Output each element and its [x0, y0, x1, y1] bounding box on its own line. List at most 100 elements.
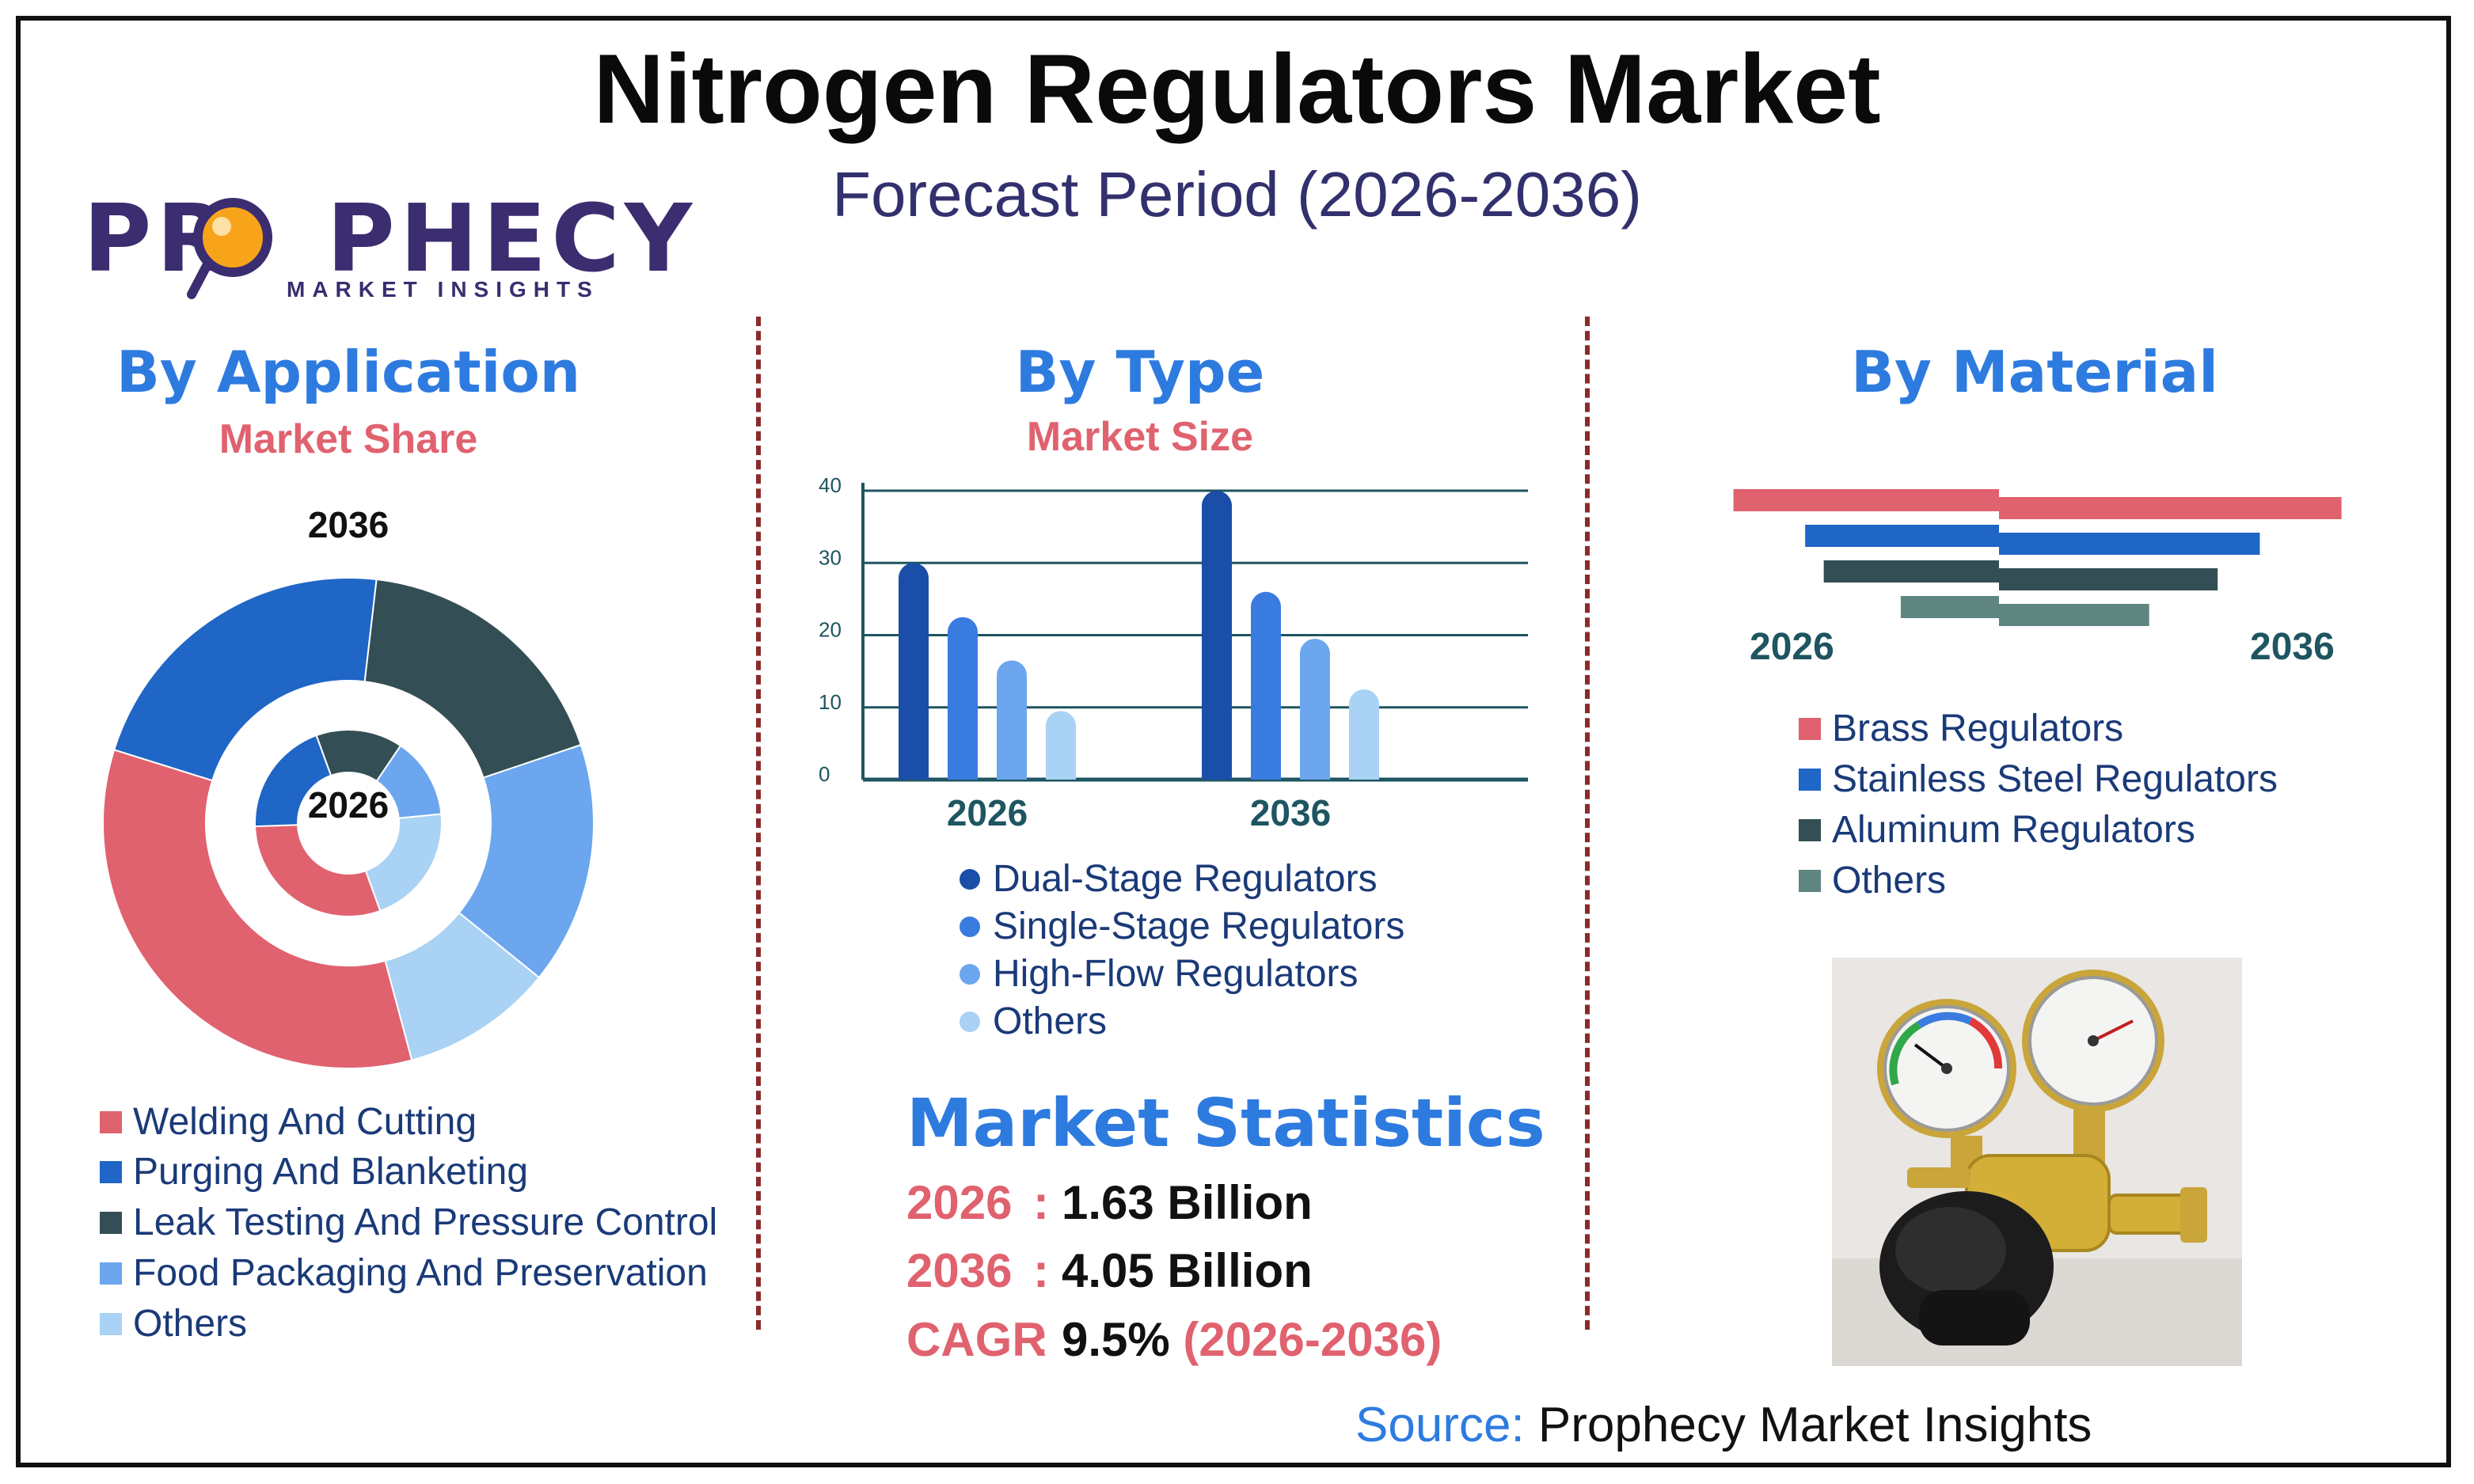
stat-row-cagr: CAGR: 9.5% (2026-2036)	[906, 1313, 1442, 1366]
legend-swatch	[100, 1262, 122, 1285]
legend-item-high-flow: High-Flow Regulators	[960, 952, 1359, 996]
material-bar-2026-3	[1900, 596, 1999, 618]
stats-title: Market Statistics	[906, 1084, 1545, 1162]
source-label: Source:	[1355, 1398, 1525, 1452]
legend-label: Stainless Steel Regulators	[1832, 758, 2278, 800]
section-divider-right	[1585, 317, 1590, 1330]
legend-swatch	[1799, 768, 1821, 791]
bar-2026-2	[997, 660, 1027, 780]
legend-label: Others	[133, 1303, 248, 1345]
magnifier-icon	[187, 198, 272, 299]
x-tick-label: 2036	[1250, 792, 1331, 833]
legend-item-leak-testing: Leak Testing And Pressure Control	[100, 1201, 717, 1244]
material-right-label: 2036	[2250, 626, 2335, 668]
application-title: By Application	[116, 339, 581, 405]
page-title: Nitrogen Regulators Market	[593, 35, 1881, 144]
material-bar-2036-0	[1999, 497, 2342, 519]
y-tick-label: 20	[819, 618, 842, 642]
legend-swatch	[100, 1160, 122, 1183]
y-tick-label: 10	[819, 690, 842, 714]
x-tick-label: 2026	[947, 792, 1028, 833]
legend-item-aluminum: Aluminum Regulators	[1799, 808, 2195, 852]
legend-swatch	[100, 1110, 122, 1133]
legend-label: Brass Regulators	[1832, 708, 2124, 750]
legend-item-stainless: Stainless Steel Regulators	[1799, 757, 2278, 801]
legend-label: Aluminum Regulators	[1832, 809, 2195, 851]
infographic-frame	[16, 16, 2451, 1467]
material-title: By Material	[1851, 339, 2218, 405]
material-bar-2026-2	[1823, 560, 1999, 583]
donut-inner-slice-0	[254, 824, 382, 917]
legend-label: Welding And Cutting	[133, 1101, 477, 1143]
legend-swatch	[1799, 869, 1821, 892]
donut-outer-slice-0	[102, 749, 413, 1069]
legend-label: Others	[1832, 860, 1947, 901]
donut-outer-slice-3	[458, 743, 595, 979]
legend-label: Leak Testing And Pressure Control	[133, 1201, 718, 1243]
y-tick-label: 0	[819, 762, 830, 786]
stat-row-2026: 2026:1.63 Billion	[906, 1176, 1313, 1229]
legend-swatch	[960, 963, 980, 985]
legend-item-others-type: Others	[960, 1000, 1107, 1043]
stat-period: (2026-2036)	[1183, 1313, 1442, 1366]
source-value: Prophecy Market Insights	[1537, 1398, 2092, 1452]
logo-tagline: MARKET INSIGHTS	[287, 277, 599, 302]
legend-item-dual-stage: Dual-Stage Regulators	[960, 857, 1378, 901]
stat-value: 4.05 Billion	[1061, 1244, 1313, 1297]
legend-swatch	[960, 1011, 980, 1032]
donut-outer-slice-4	[384, 911, 541, 1061]
bar-2036-3	[1349, 689, 1379, 780]
legend-item-brass: Brass Regulators	[1799, 707, 2123, 750]
legend-swatch	[1799, 818, 1821, 841]
legend-item-others: Others	[100, 1302, 247, 1345]
material-butterfly-chart	[1733, 489, 2342, 626]
legend-swatch	[1799, 717, 1821, 740]
stat-row-2036: 2036:4.05 Billion	[906, 1244, 1313, 1297]
material-bar-2036-1	[1999, 533, 2260, 555]
stat-value: 9.5%	[1061, 1313, 1170, 1366]
type-bar-chart: 0 10 20 30 40 2026 2036	[819, 473, 1528, 833]
donut-inner-label: 2026	[307, 784, 390, 825]
legend-label: Dual-Stage Regulators	[993, 858, 1378, 900]
bar-2036-0	[1202, 491, 1232, 780]
y-tick-label: 40	[819, 473, 842, 497]
legend-label: Food Packaging And Preservation	[133, 1252, 708, 1294]
bar-2026-0	[899, 563, 929, 780]
type-subtitle: Market Size	[1026, 414, 1254, 460]
legend-item-single-stage: Single-Stage Regulators	[960, 905, 1404, 948]
application-subtitle: Market Share	[219, 416, 478, 462]
legend-label: Purging And Blanketing	[133, 1151, 529, 1193]
nitrogen-regulator-photo	[1832, 958, 2242, 1366]
legend-item-welding: Welding And Cutting	[100, 1100, 477, 1144]
legend-label: High-Flow Regulators	[993, 953, 1359, 995]
legend-swatch	[960, 916, 980, 937]
source-line: Source: Prophecy Market Insights	[1355, 1397, 2092, 1453]
type-title: By Type	[1015, 339, 1265, 405]
legend-swatch	[100, 1312, 122, 1335]
legend-label: Single-Stage Regulators	[993, 905, 1405, 947]
stat-key: 2026	[906, 1176, 1013, 1229]
stat-key: 2036	[906, 1244, 1013, 1297]
logo-wordmark: PR PHECY	[83, 184, 697, 293]
stat-value: 1.63 Billion	[1061, 1176, 1313, 1229]
material-bar-2026-0	[1733, 489, 1999, 511]
material-left-label: 2026	[1750, 626, 1834, 668]
stat-key: CAGR	[906, 1313, 1047, 1366]
bar-2026-3	[1046, 711, 1076, 780]
y-tick-label: 30	[819, 545, 842, 569]
material-bar-2026-1	[1805, 525, 1999, 547]
section-divider-left	[756, 317, 761, 1330]
donut-outer-label: 2036	[307, 504, 390, 545]
application-donut-chart	[102, 577, 595, 1069]
donut-inner-slice-4	[364, 813, 443, 913]
legend-label: Others	[993, 1000, 1108, 1042]
legend-item-others-material: Others	[1799, 859, 1946, 902]
donut-outer-slice-2	[363, 578, 583, 779]
legend-swatch	[960, 868, 980, 890]
legend-item-purging: Purging And Blanketing	[100, 1150, 528, 1194]
bar-2036-1	[1251, 591, 1281, 780]
donut-outer-slice-1	[112, 577, 378, 782]
legend-item-food-packaging: Food Packaging And Preservation	[100, 1251, 708, 1295]
legend-swatch	[100, 1211, 122, 1234]
material-bar-2036-3	[1999, 604, 2149, 626]
